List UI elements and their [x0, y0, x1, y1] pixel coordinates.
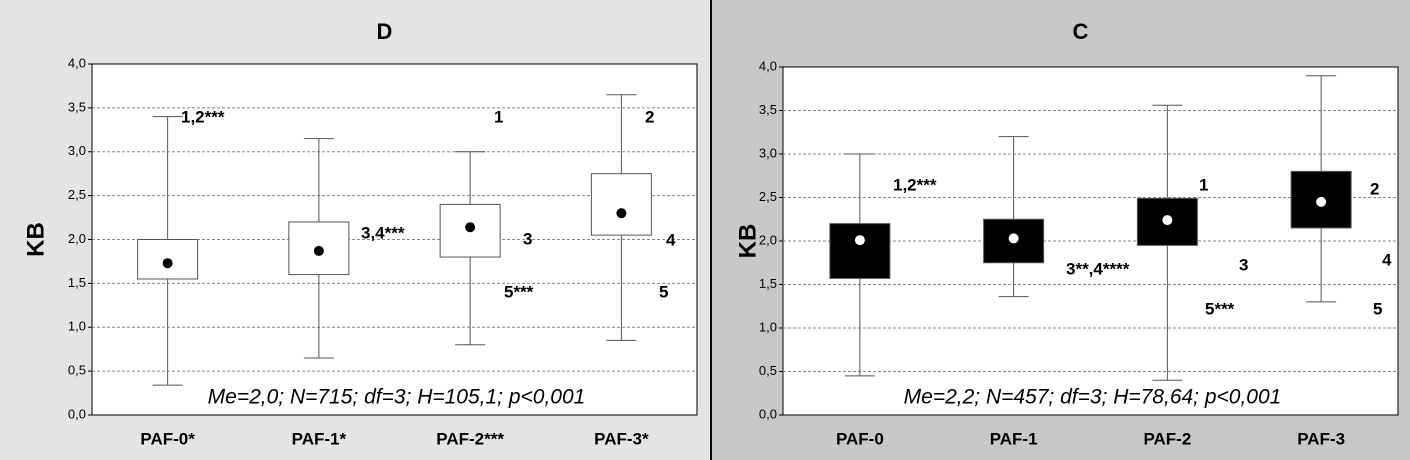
y-tick-label: 0,0 — [68, 406, 86, 421]
y-tick-label: 3,0 — [759, 145, 777, 160]
y-tick-label: 1,0 — [68, 319, 86, 334]
annotation: 2 — [1370, 179, 1379, 198]
x-tick-label: PAF-1* — [292, 429, 347, 448]
x-tick-label: PAF-1 — [990, 429, 1038, 448]
median — [854, 235, 865, 246]
annotation: 5 — [659, 282, 668, 301]
annotation: 5*** — [504, 282, 534, 301]
y-tick-label: 2,5 — [759, 189, 777, 204]
annotation: 3 — [523, 229, 532, 248]
y-axis-label: KB — [734, 224, 761, 259]
box — [829, 223, 891, 279]
y-tick-label: 0,0 — [759, 406, 777, 421]
median — [1008, 233, 1019, 244]
y-tick-label: 0,5 — [759, 363, 777, 378]
median — [313, 245, 324, 256]
median — [465, 222, 476, 233]
x-tick-label: PAF-0* — [140, 429, 195, 448]
annotation: 3 — [1239, 255, 1248, 274]
annotation: 1,2*** — [181, 107, 225, 126]
y-tick-label: 1,0 — [759, 319, 777, 334]
y-tick-label: 0,5 — [68, 363, 86, 378]
y-tick-label: 3,5 — [759, 102, 777, 117]
y-tick-label: 3,0 — [68, 143, 86, 158]
panel-title: C — [1073, 19, 1089, 44]
annotation: 1 — [494, 107, 503, 126]
annotation: 5*** — [1205, 299, 1235, 318]
y-axis-label: KB — [22, 222, 49, 257]
x-tick-label: PAF-0 — [836, 429, 884, 448]
median — [1316, 196, 1327, 207]
annotation: 2 — [645, 107, 654, 126]
median — [1162, 215, 1173, 226]
x-tick-label: PAF-2 — [1143, 429, 1191, 448]
y-tick-label: 2,0 — [68, 231, 86, 246]
stats-note: Me=2,2; N=457; df=3; H=78,64; p<0,001 — [904, 386, 1282, 409]
x-tick-label: PAF-3* — [594, 429, 649, 448]
y-tick-label: 1,5 — [759, 276, 777, 291]
y-tick-label: 3,5 — [68, 99, 86, 114]
annotation: 4 — [666, 230, 676, 249]
y-tick-label: 4,0 — [68, 55, 86, 70]
annotation: 3,4*** — [361, 223, 405, 242]
y-tick-label: 1,5 — [68, 275, 86, 290]
panel-title: D — [377, 19, 393, 44]
y-tick-label: 4,0 — [759, 58, 777, 73]
median — [616, 208, 627, 219]
y-tick-label: 2,5 — [68, 187, 86, 202]
annotation: 1 — [1199, 175, 1208, 194]
annotation: 3**,4**** — [1066, 259, 1130, 278]
y-tick-label: 2,0 — [759, 232, 777, 247]
stats-note: Me=2,0; N=715; df=3; H=105,1; p<0,001 — [208, 386, 586, 409]
box — [590, 173, 652, 236]
annotation: 5 — [1373, 299, 1382, 318]
annotation: 1,2*** — [893, 175, 937, 194]
median — [162, 258, 173, 269]
annotation: 4 — [1382, 250, 1392, 269]
x-tick-label: PAF-2*** — [436, 429, 504, 448]
x-tick-label: PAF-3 — [1297, 429, 1345, 448]
